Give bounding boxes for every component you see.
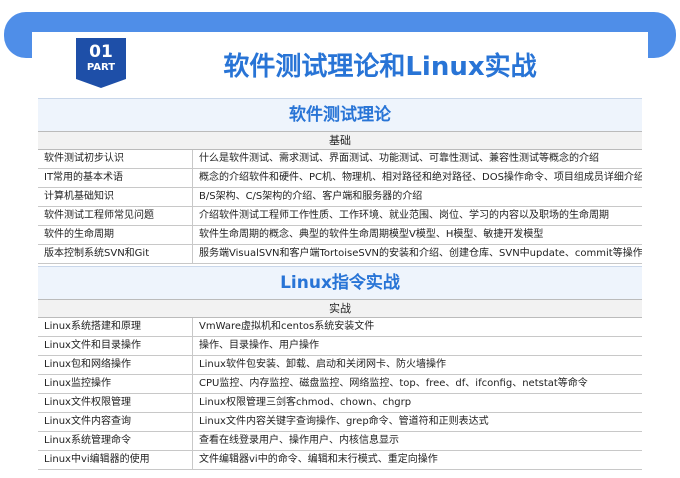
row-description: Linux文件内容关键字查询操作、grep命令、管道符和正则表达式 <box>199 416 489 427</box>
page-title: 软件测试理论和Linux实战 <box>223 52 537 82</box>
row-topic: Linux监控操作 <box>38 375 193 393</box>
row-description: 介绍软件测试工程师工作性质、工作环境、就业范围、岗位、学习的内容以及职场的生命周… <box>199 210 609 221</box>
row-topic: Linux系统管理命令 <box>38 432 193 450</box>
row-description: 软件生命周期的概念、典型的软件生命周期模型V模型、H模型、敏捷开发模型 <box>199 229 544 240</box>
row-topic: 软件测试初步认识 <box>38 150 193 168</box>
row-description: 查看在线登录用户、操作用户、内核信息显示 <box>199 435 399 446</box>
table-row: Linux文件内容查询 Linux文件内容关键字查询操作、grep命令、管道符和正… <box>38 413 642 432</box>
table-row: Linux文件权限管理 Linux权限管理三剑客chmod、chown、chgrp <box>38 394 642 413</box>
row-description: 操作、目录操作、用户操作 <box>199 340 319 351</box>
row-description: B/S架构、C/S架构的介绍、客户端和服务器的介绍 <box>199 191 423 202</box>
row-description: 什么是软件测试、需求测试、界面测试、功能测试、可靠性测试、兼容性测试等概念的介绍 <box>199 153 599 164</box>
row-description: VmWare虚拟机和centos系统安装文件 <box>199 321 375 332</box>
table-row: Linux系统搭建和原理 VmWare虚拟机和centos系统安装文件 <box>38 318 642 337</box>
section-title: Linux指令实战 <box>38 266 642 299</box>
badge: 01 PART <box>76 38 126 88</box>
row-topic: Linux包和网络操作 <box>38 356 193 374</box>
row-topic: Linux文件内容查询 <box>38 413 193 431</box>
section-subtitle: 实战 <box>38 299 642 318</box>
table-row: 软件的生命周期 软件生命周期的概念、典型的软件生命周期模型V模型、H模型、敏捷开发… <box>38 226 642 245</box>
row-topic: 计算机基础知识 <box>38 188 193 206</box>
row-topic: Linux系统搭建和原理 <box>38 318 193 336</box>
table-row: 版本控制系统SVN和Git 服务端VisualSVN和客户端TortoiseSVN… <box>38 245 642 264</box>
course-table: 软件测试理论 基础 软件测试初步认识 什么是软件测试、需求测试、界面测试、功能测试、可… <box>38 98 642 470</box>
row-topic: 版本控制系统SVN和Git <box>38 245 193 263</box>
section-subtitle: 基础 <box>38 131 642 150</box>
row-description: 服务端VisualSVN和客户端TortoiseSVN的安装和介绍、创建仓库、S… <box>199 248 642 259</box>
table-row: 软件测试工程师常见问题 介绍软件测试工程师工作性质、工作环境、就业范围、岗位、学习… <box>38 207 642 226</box>
row-topic: 软件测试工程师常见问题 <box>38 207 193 225</box>
badge-number: 01 <box>89 42 113 62</box>
row-description: 文件编辑器vi中的命令、编辑和末行模式、重定向操作 <box>199 454 438 465</box>
table-row: Linux监控操作 CPU监控、内存监控、磁盘监控、网络监控、top、free、d… <box>38 375 642 394</box>
row-description: 概念的介绍软件和硬件、PC机、物理机、相对路径和绝对路径、DOS操作命令、项目组… <box>199 172 642 183</box>
row-topic: Linux文件权限管理 <box>38 394 193 412</box>
badge-text: PART <box>86 62 116 73</box>
row-topic: 软件的生命周期 <box>38 226 193 244</box>
table-row: Linux文件和目录操作 操作、目录操作、用户操作 <box>38 337 642 356</box>
row-description: Linux权限管理三剑客chmod、chown、chgrp <box>199 397 412 408</box>
row-description: Linux软件包安装、卸载、启动和关闭网卡、防火墙操作 <box>199 359 446 370</box>
table-row: IT常用的基本术语 概念的介绍软件和硬件、PC机、物理机、相对路径和绝对路径、DO… <box>38 169 642 188</box>
row-description: CPU监控、内存监控、磁盘监控、网络监控、top、free、df、ifconfi… <box>199 378 588 389</box>
table-row: 软件测试初步认识 什么是软件测试、需求测试、界面测试、功能测试、可靠性测试、兼容性… <box>38 150 642 169</box>
row-topic: IT常用的基本术语 <box>38 169 193 187</box>
section-title: 软件测试理论 <box>38 98 642 131</box>
table-row: Linux包和网络操作 Linux软件包安装、卸载、启动和关闭网卡、防火墙操作 <box>38 356 642 375</box>
table-row: Linux系统管理命令 查看在线登录用户、操作用户、内核信息显示 <box>38 432 642 451</box>
table-row: Linux中vi编辑器的使用 文件编辑器vi中的命令、编辑和末行模式、重定向操作 <box>38 451 642 470</box>
table-row: 计算机基础知识 B/S架构、C/S架构的介绍、客户端和服务器的介绍 <box>38 188 642 207</box>
row-topic: Linux文件和目录操作 <box>38 337 193 355</box>
row-topic: Linux中vi编辑器的使用 <box>38 451 193 469</box>
